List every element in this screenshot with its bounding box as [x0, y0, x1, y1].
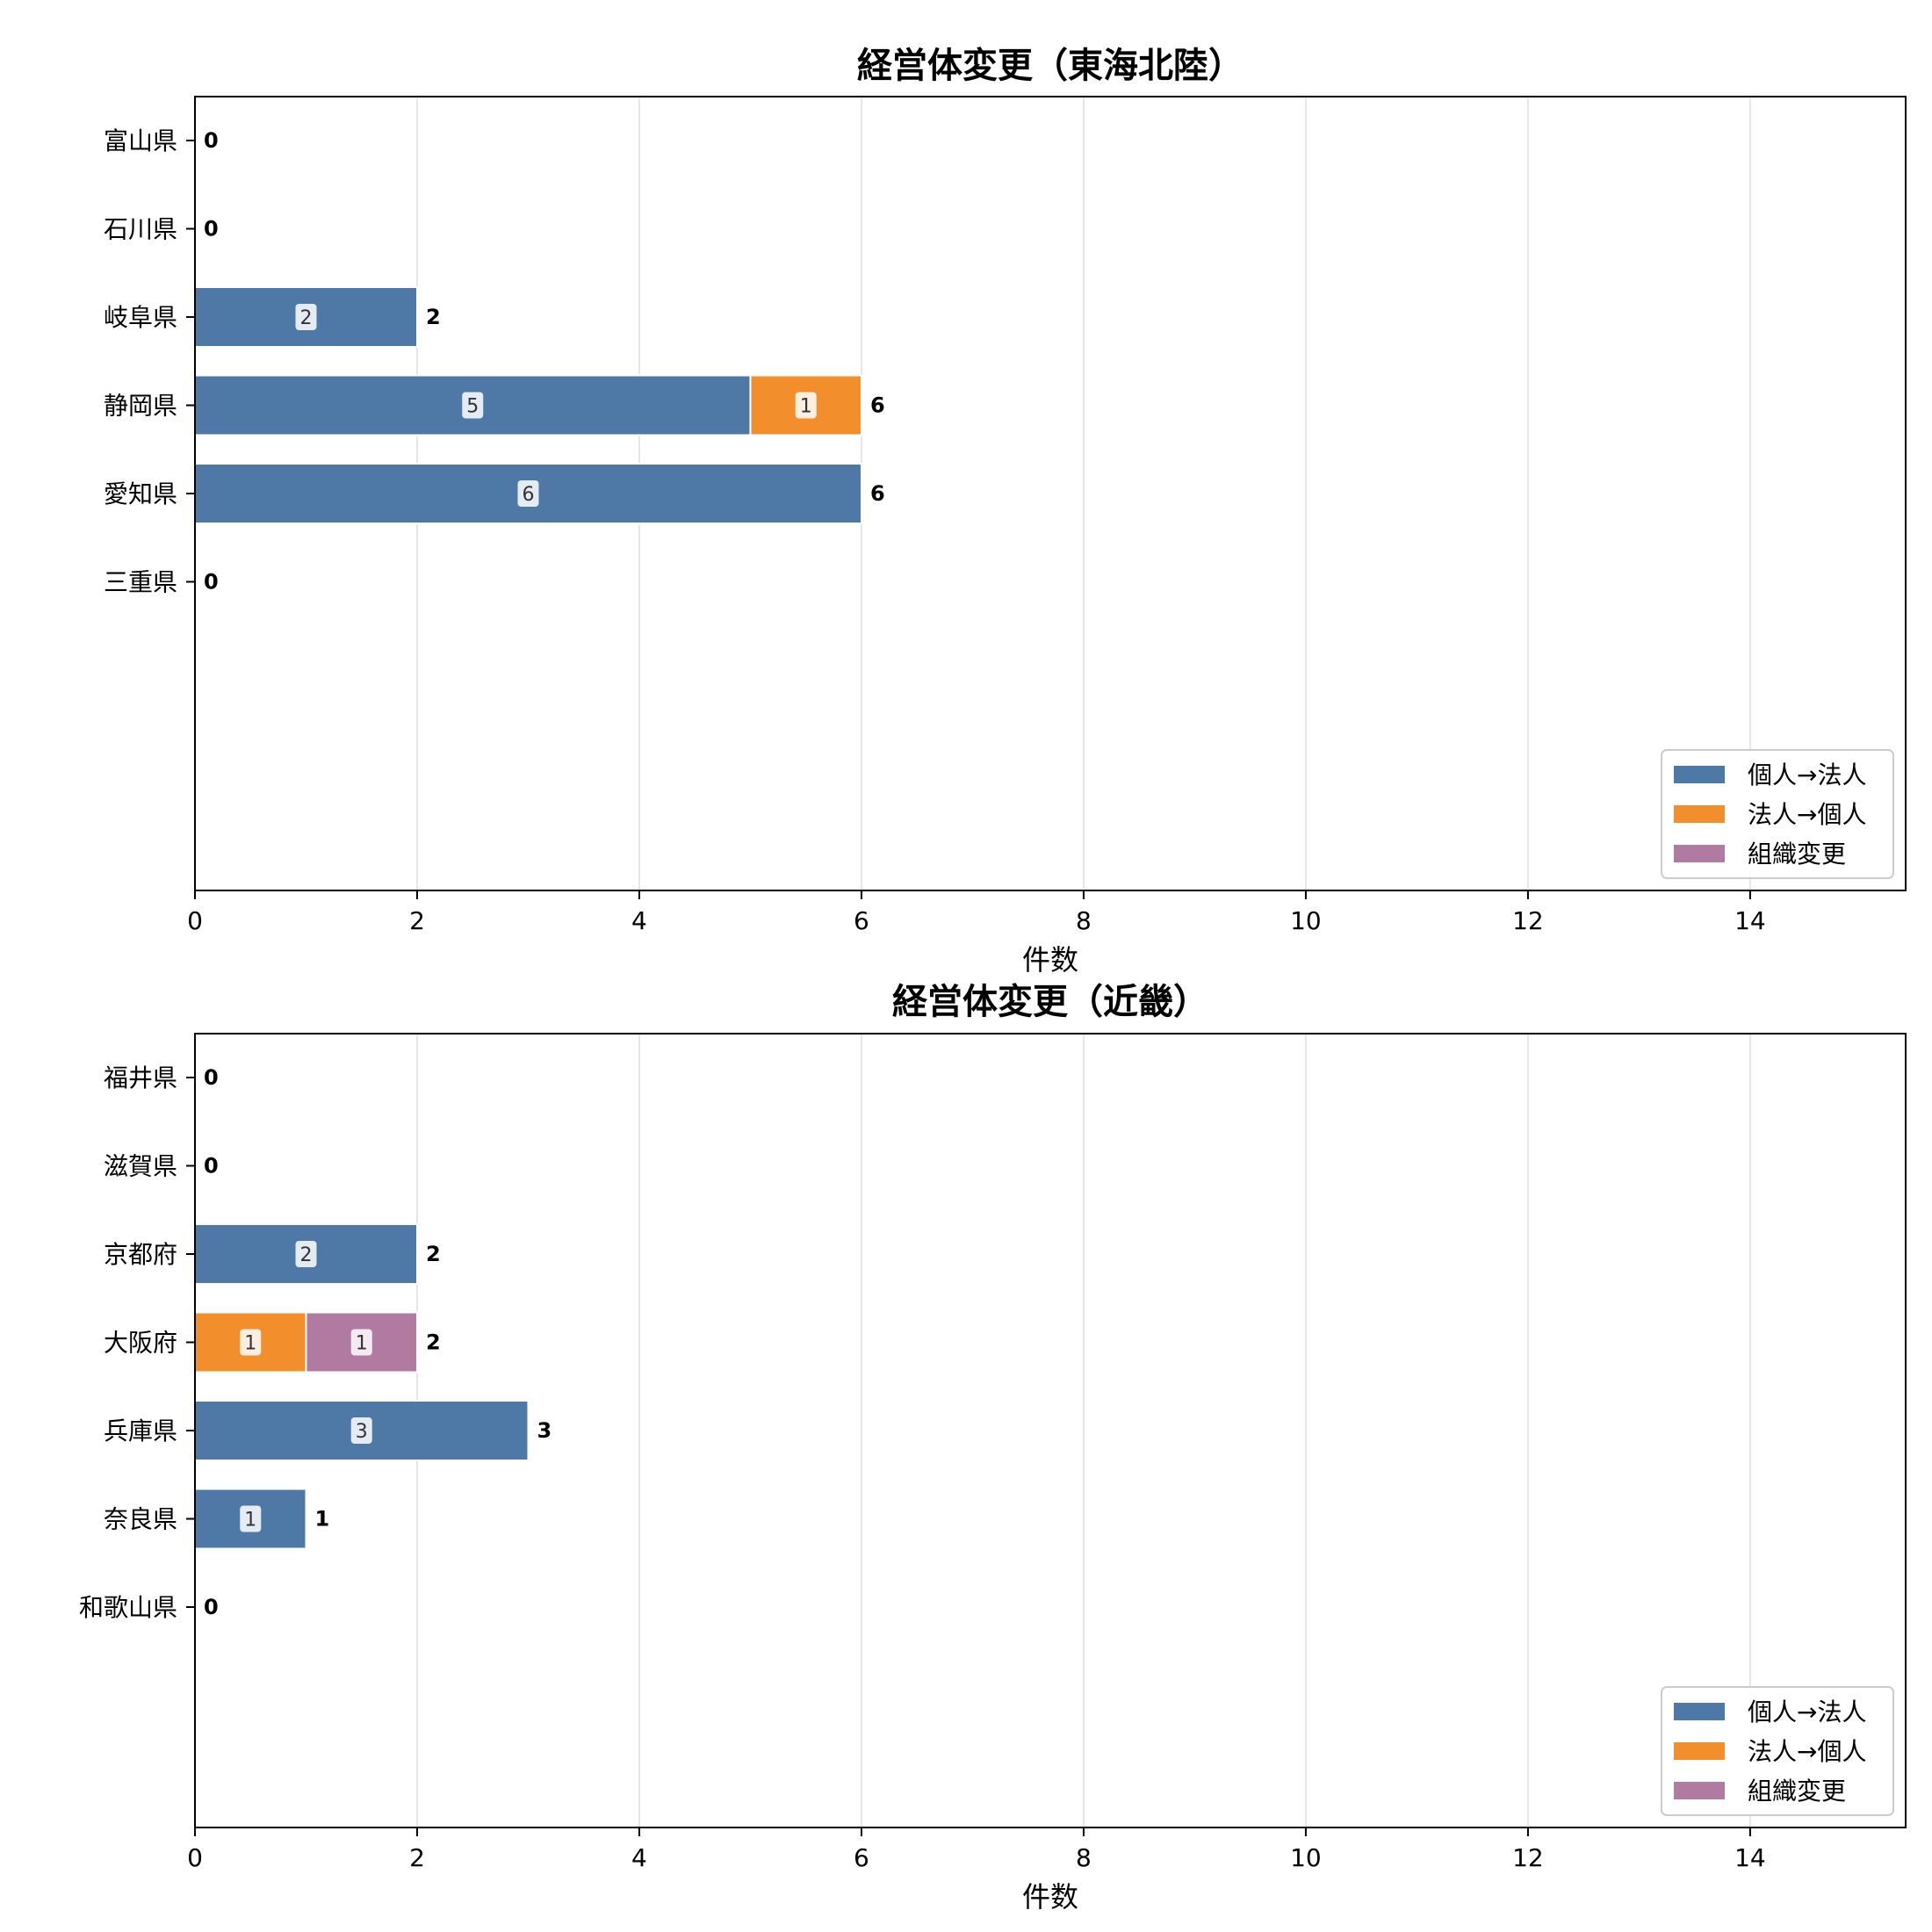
legend-swatch [1674, 766, 1725, 783]
bar-total-label: 2 [426, 305, 441, 329]
segment-value-label: 5 [466, 396, 479, 418]
legend-label: 個人→法人 [1748, 761, 1866, 789]
axes-frame [194, 1033, 1907, 1828]
segment-value-label: 1 [244, 1333, 256, 1355]
bar-total-label: 2 [426, 1242, 441, 1266]
y-tick-label: 静岡県 [104, 392, 177, 421]
y-tick-label: 大阪府 [104, 1329, 177, 1358]
chart-title: 経営体変更（近畿） [892, 982, 1208, 1022]
bar-total-label: 0 [204, 128, 219, 153]
segment-label-bg [295, 1241, 317, 1267]
x-tick-label: 12 [1512, 906, 1544, 935]
bar-total-label: 1 [314, 1507, 329, 1532]
segment-value-label: 1 [800, 396, 812, 418]
x-tick-label: 2 [409, 1843, 425, 1872]
segment-label-bg [240, 1505, 262, 1532]
legend-label: 法人→個人 [1748, 800, 1866, 829]
x-tick-label: 4 [631, 1843, 647, 1872]
bar-total-label: 6 [870, 393, 885, 418]
y-tick-label: 兵庫県 [104, 1417, 177, 1445]
segment-value-label: 6 [522, 484, 534, 506]
y-tick-label: 京都府 [104, 1240, 177, 1269]
segment-label-bg [350, 1329, 372, 1356]
y-tick-label: 福井県 [104, 1063, 177, 1092]
x-tick-label: 8 [1076, 906, 1092, 935]
segment-value-label: 2 [299, 1244, 312, 1266]
segment-value-label: 3 [356, 1421, 368, 1443]
segment-label-bg [350, 1417, 372, 1444]
bar-total-label: 6 [870, 481, 885, 506]
y-tick-label: 奈良県 [104, 1505, 177, 1534]
bar-total-label: 0 [204, 1065, 219, 1090]
x-tick-label: 6 [854, 1843, 869, 1872]
segment-value-label: 2 [299, 307, 312, 329]
legend-swatch [1674, 845, 1725, 862]
x-tick-label: 10 [1290, 906, 1322, 935]
x-axis-label: 件数 [1022, 1880, 1078, 1914]
x-tick-label: 4 [631, 906, 647, 935]
y-tick-label: 滋賀県 [104, 1152, 177, 1181]
segment-label-bg [295, 304, 317, 330]
segment-value-label: 1 [244, 1510, 256, 1532]
y-tick-label: 岐阜県 [104, 303, 177, 332]
segment-value-label: 1 [356, 1333, 368, 1355]
x-tick-label: 6 [854, 906, 869, 935]
bar-total-label: 2 [426, 1330, 441, 1355]
bar-total-label: 0 [204, 570, 219, 595]
chart-title: 経営体変更（東海北陸） [857, 46, 1244, 86]
y-tick-label: 石川県 [104, 215, 177, 244]
legend-label: 組織変更 [1748, 840, 1846, 869]
x-tick-label: 2 [409, 906, 425, 935]
legend-label: 法人→個人 [1748, 1737, 1866, 1766]
x-tick-label: 12 [1512, 1843, 1544, 1872]
x-tick-label: 0 [187, 1843, 203, 1872]
chart-tokai-hokuriku: 経営体変更（東海北陸） 0 富山県 0 石川県 2 2 岐阜県 5 1 6 静岡県 6 6 愛知県 0 三重県 0… [104, 46, 1907, 977]
legend-label: 個人→法人 [1748, 1698, 1866, 1727]
bar-total-label: 0 [204, 1595, 219, 1619]
x-axis-label: 件数 [1022, 943, 1078, 977]
x-tick-label: 14 [1734, 1843, 1766, 1872]
axes-frame [194, 96, 1907, 891]
legend-swatch [1674, 805, 1725, 823]
x-tick-label: 10 [1290, 1843, 1322, 1872]
bar-total-label: 3 [537, 1418, 551, 1443]
y-tick-label: 和歌山県 [79, 1593, 177, 1622]
segment-label-bg [462, 392, 484, 419]
y-tick-label: 富山県 [104, 126, 177, 155]
y-tick-label: 愛知県 [104, 479, 177, 508]
segment-label-bg [517, 480, 539, 507]
bar-total-label: 0 [204, 217, 219, 242]
legend-label: 組織変更 [1748, 1777, 1846, 1806]
segment-label-bg [240, 1329, 262, 1356]
segment-label-bg [795, 392, 817, 419]
x-tick-label: 14 [1734, 906, 1766, 935]
bar-total-label: 0 [204, 1154, 219, 1179]
x-tick-label: 0 [187, 906, 203, 935]
legend-swatch [1674, 1742, 1725, 1760]
legend-swatch [1674, 1703, 1725, 1720]
legend-swatch [1674, 1782, 1725, 1799]
y-tick-label: 三重県 [104, 568, 177, 597]
x-tick-label: 8 [1076, 1843, 1092, 1872]
